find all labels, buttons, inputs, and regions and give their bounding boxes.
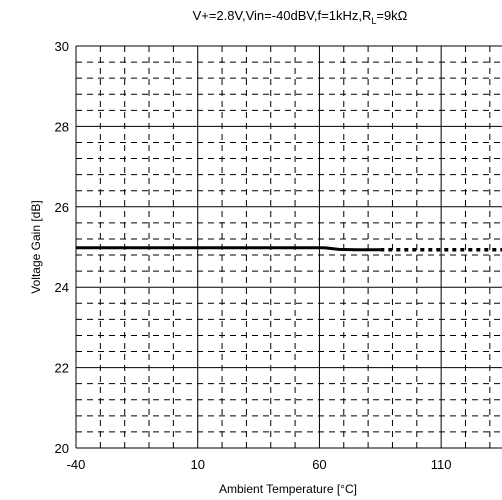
y-tick-label: 28 bbox=[55, 119, 69, 134]
y-tick-label: 20 bbox=[55, 441, 69, 456]
series-layer bbox=[76, 246, 502, 252]
x-tick-label: 10 bbox=[190, 457, 204, 472]
major-grid bbox=[75, 45, 502, 449]
x-axis-label: Ambient Temperature [°C] bbox=[219, 482, 357, 496]
x-tick-label: 60 bbox=[312, 457, 326, 472]
chart-title: V+=2.8V,Vin=-40dBV,f=1kHz,RL=9kΩ bbox=[193, 8, 408, 26]
y-tick-label: 24 bbox=[55, 280, 69, 295]
y-axis-label: Voltage Gain [dB] bbox=[29, 200, 43, 293]
x-tick-label: 110 bbox=[431, 457, 452, 472]
y-tick-label: 30 bbox=[55, 39, 69, 54]
y-tick-label: 26 bbox=[55, 200, 69, 215]
tick-labels: 20 22 24 26 28 30 -40 10 60 110 bbox=[55, 39, 452, 472]
y-tick-label: 22 bbox=[55, 361, 69, 376]
series-line-solid bbox=[76, 246, 381, 252]
x-tick-label: -40 bbox=[67, 457, 86, 472]
